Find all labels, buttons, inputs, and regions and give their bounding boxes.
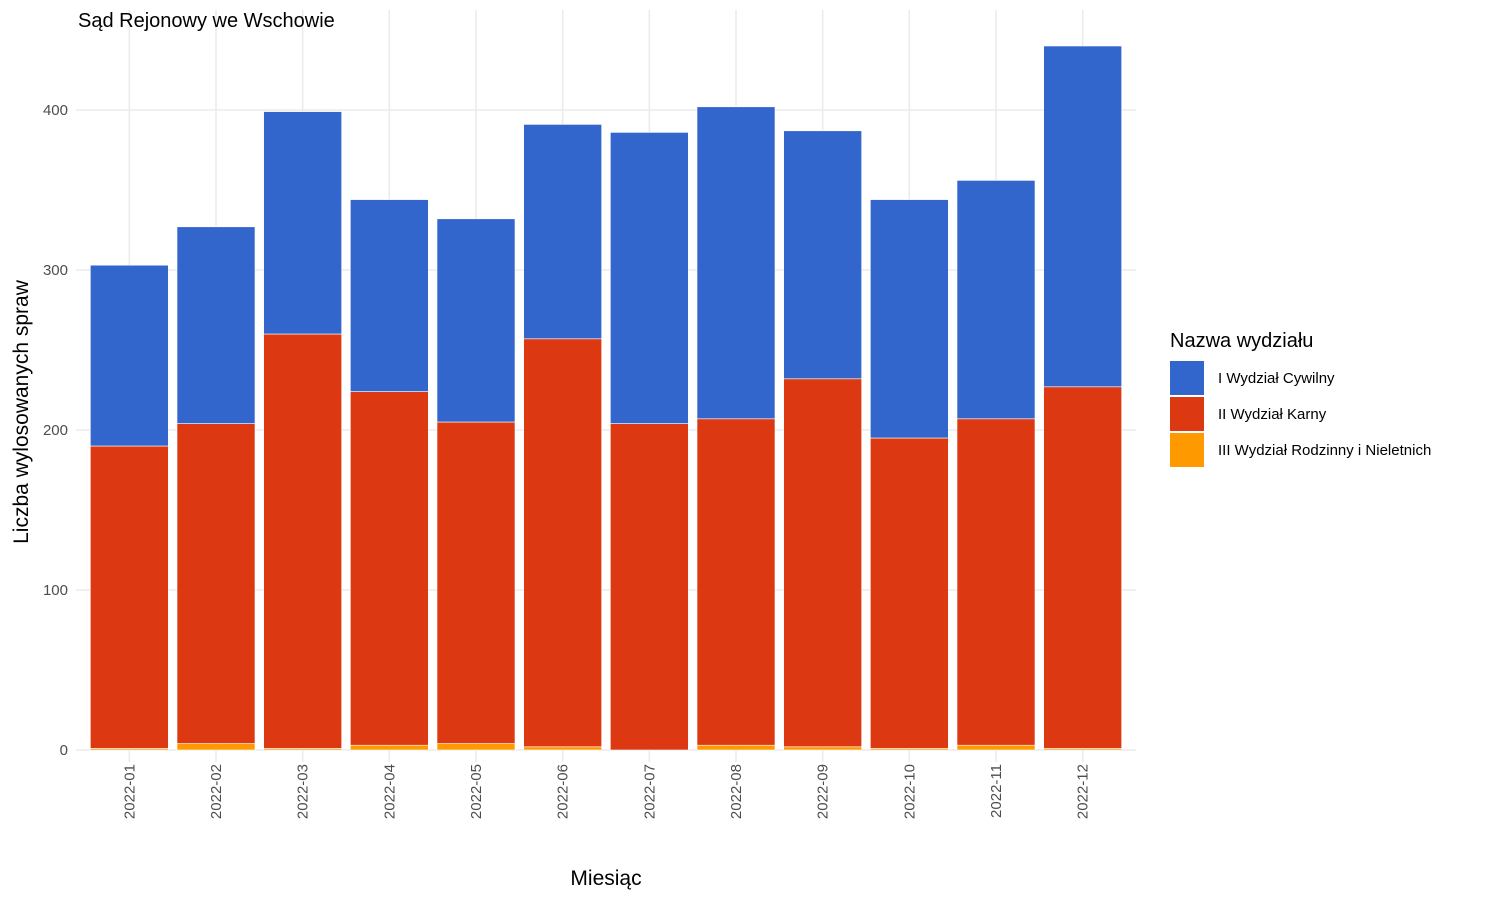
x-tick-label: 2022-08 [728, 764, 745, 819]
bar-segment [1043, 45, 1122, 388]
bar-segment [523, 338, 602, 748]
x-axis-ticks: 2022-01 2022-02 2022-03 2022-04 2022-05 2022-… [121, 764, 1091, 819]
x-tick-label: 2022-03 [295, 764, 312, 819]
x-tick-label: 2022-05 [468, 764, 485, 819]
bar-segment [523, 124, 602, 340]
bar-segment [956, 744, 1036, 751]
bar-segment [436, 421, 516, 744]
y-tick-label: 100 [43, 582, 68, 599]
bar-segment [523, 746, 602, 751]
x-axis-title: Miesiąc [570, 867, 641, 890]
x-tick-label: 2022-04 [381, 764, 398, 819]
bar-segment [696, 418, 776, 746]
legend-swatch [1170, 361, 1204, 395]
bars [90, 45, 1122, 751]
bar-segment [956, 180, 1036, 420]
y-tick-label: 0 [60, 742, 68, 759]
bar-segment [956, 418, 1036, 746]
legend-label: I Wydział Cywilny [1218, 370, 1335, 387]
bar-segment [176, 423, 256, 744]
bar-segment [90, 264, 169, 447]
bar-segment [783, 746, 862, 751]
bar-segment [610, 423, 689, 751]
bar-segment [263, 111, 342, 335]
bar-segment [90, 445, 169, 749]
x-tick-label: 2022-09 [815, 764, 832, 819]
bar-segment [350, 744, 429, 751]
bar-segment [870, 199, 949, 439]
bar-segment [696, 106, 776, 420]
legend: Nazwa wydziału I Wydział Cywilny II Wydzi… [1170, 330, 1431, 467]
y-axis-ticks: 0 100 200 300 400 [43, 102, 68, 759]
legend-label: II Wydział Karny [1218, 406, 1327, 423]
x-tick-label: 2022-02 [208, 764, 225, 819]
x-tick-label: 2022-11 [988, 764, 1005, 818]
bar-segment [783, 130, 862, 380]
bar-segment [610, 132, 689, 424]
bar-segment [263, 333, 342, 749]
x-tick-label: 2022-07 [641, 764, 658, 819]
bar-segment [436, 743, 516, 751]
x-tick-label: 2022-12 [1075, 764, 1092, 819]
bar-segment [176, 743, 256, 751]
y-tick-label: 300 [43, 262, 68, 279]
bar-segment [176, 226, 256, 424]
y-tick-label: 400 [43, 102, 68, 119]
bar-segment [350, 391, 429, 746]
bar-segment [350, 199, 429, 392]
y-tick-label: 200 [43, 422, 68, 439]
x-tick-label: 2022-06 [555, 764, 572, 819]
bar-segment [436, 218, 516, 423]
bar-segment [783, 378, 862, 748]
x-tick-label: 2022-10 [901, 764, 918, 819]
legend-title: Nazwa wydziału [1170, 330, 1313, 352]
legend-swatch [1170, 433, 1204, 467]
bar-segment [870, 437, 949, 749]
x-tick-label: 2022-01 [121, 764, 138, 819]
legend-label: III Wydział Rodzinny i Nieletnich [1218, 442, 1431, 459]
bar-segment [696, 744, 776, 751]
bar-segment [1043, 386, 1122, 749]
legend-swatch [1170, 397, 1204, 431]
y-axis-title: Liczba wylosowanych spraw [10, 279, 33, 544]
chart-title: Sąd Rejonowy we Wschowie [78, 10, 335, 32]
